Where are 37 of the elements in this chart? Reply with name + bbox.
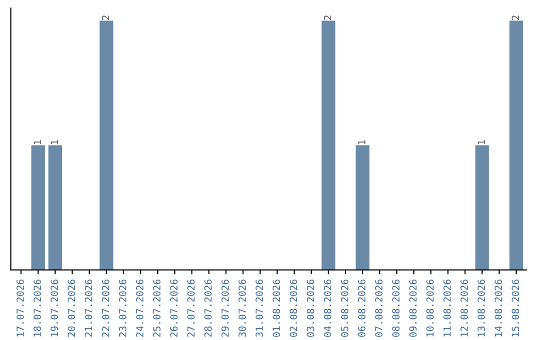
x-tick-label: 25.07.2026 [153, 280, 160, 337]
data-label: 1 [358, 140, 366, 144]
x-tick-label: 06.08.2026 [358, 280, 366, 337]
x-tick-label: 24.07.2026 [136, 280, 144, 337]
x-tick-label: 27.07.2026 [187, 280, 195, 337]
x-tick-label: 02.08.2026 [290, 280, 298, 337]
x-tick-label: 05.08.2026 [340, 280, 348, 337]
x-tick-label: 12.08.2026 [460, 280, 468, 336]
x-tick-label: 31.07.2026 [256, 280, 263, 337]
x-tick-label: 01.08.2026 [272, 280, 280, 337]
x-tick-label: 08.08.2026 [392, 280, 400, 337]
data-label: 1 [478, 140, 485, 144]
x-tick-label: 29.07.2026 [221, 280, 229, 337]
x-tick-label: 21.07.2026 [84, 280, 92, 337]
data-label: 2 [102, 16, 110, 20]
data-label: 2 [324, 16, 332, 20]
x-tick-label: 07.08.2026 [375, 280, 382, 337]
x-tick-label: 03.08.2026 [306, 280, 314, 337]
x-tick-label: 23.07.2026 [118, 280, 126, 337]
data-label: 1 [50, 140, 58, 144]
x-tick-label: 13.08.2026 [478, 280, 485, 336]
x-tick-label: 09.08.2026 [409, 280, 417, 337]
x-tick-label: 20.07.2026 [68, 280, 76, 337]
x-tick-label: 14.08.2026 [494, 280, 502, 336]
x-tick-label: 10.08.2026 [426, 280, 434, 336]
data-label: 2 [512, 16, 519, 20]
x-tick-label: 28.07.2026 [204, 280, 212, 337]
x-tick-label: 18.07.2026 [34, 280, 41, 336]
x-tick-label: 19.07.2026 [50, 280, 58, 336]
x-tick-label: 30.07.2026 [238, 280, 246, 337]
x-tick-label: 15.08.2026 [512, 280, 520, 336]
x-tick-label: 26.07.2026 [170, 280, 178, 337]
x-tick-label: 11.08.2026 [443, 280, 451, 336]
x-tick-label: 17.07.2026 [16, 280, 24, 336]
x-tick-label: 04.08.2026 [324, 280, 332, 337]
data-label: 1 [34, 140, 41, 144]
x-tick-label: 22.07.2026 [102, 280, 110, 337]
